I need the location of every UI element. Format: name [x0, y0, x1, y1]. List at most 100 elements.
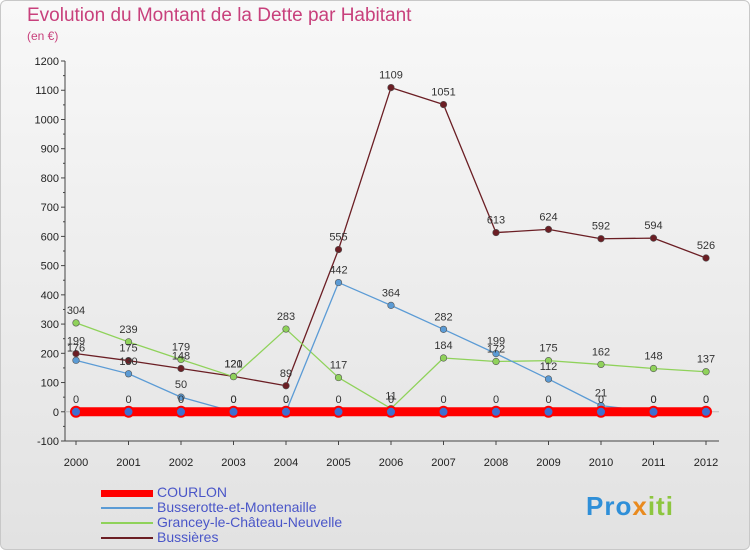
- data-label: 592: [592, 221, 610, 233]
- data-label: 442: [329, 265, 347, 277]
- data-label: 50: [175, 379, 187, 391]
- data-point: [492, 357, 500, 366]
- x-tick-label: 2007: [431, 457, 455, 469]
- legend-label: Grancey-le-Château-Neuvelle: [157, 514, 343, 530]
- data-label: 555: [329, 232, 347, 244]
- data-point: [177, 393, 185, 401]
- data-label: 0: [493, 394, 499, 406]
- data-point: [334, 278, 343, 287]
- legend-label: Bussières: [157, 529, 219, 545]
- x-tick-label: 2005: [326, 457, 350, 469]
- y-tick-label: 800: [41, 173, 59, 185]
- data-label: 199: [67, 336, 85, 348]
- data-point: [544, 225, 553, 233]
- data-point: [492, 228, 500, 237]
- legend-swatch: [101, 537, 153, 539]
- x-tick-label: 2000: [64, 457, 88, 469]
- data-point: [124, 370, 133, 378]
- data-label: 1109: [379, 70, 403, 82]
- y-tick-label: 0: [53, 407, 59, 419]
- data-point: [439, 100, 448, 109]
- x-tick-label: 2009: [536, 457, 560, 469]
- data-point: [647, 405, 660, 418]
- data-label: 0: [598, 394, 604, 406]
- data-label: 282: [434, 311, 452, 323]
- data-point: [700, 405, 712, 418]
- y-tick-label: 1000: [35, 114, 59, 126]
- y-tick-label: 900: [41, 144, 59, 156]
- data-point: [387, 83, 395, 92]
- series-line-3: [75, 86, 707, 387]
- x-tick-label: 2004: [274, 457, 298, 469]
- x-tick-label: 2002: [169, 457, 193, 469]
- data-point: [439, 325, 448, 333]
- data-label: 0: [283, 394, 289, 406]
- data-point: [72, 319, 80, 327]
- data-label: 0: [440, 394, 446, 406]
- data-point: [280, 405, 292, 418]
- data-label: 89: [280, 368, 292, 380]
- chart-title: Evolution du Montant de la Dette par Hab…: [27, 5, 412, 26]
- data-label: 148: [172, 351, 190, 363]
- legend-label: Busserotte-et-Montenaille: [157, 499, 317, 515]
- data-point: [439, 354, 448, 362]
- data-point: [334, 373, 343, 382]
- data-label: 179: [172, 341, 190, 353]
- data-label: 199: [487, 336, 505, 348]
- data-label: 0: [283, 394, 289, 406]
- data-label: 0: [650, 394, 656, 406]
- data-point: [649, 364, 658, 373]
- y-tick-label: 600: [41, 231, 59, 243]
- data-label: 120: [224, 359, 242, 371]
- data-point: [702, 254, 710, 262]
- data-label: 283: [277, 311, 295, 323]
- data-label: 239: [119, 324, 137, 336]
- data-label: 172: [487, 343, 505, 355]
- data-point: [282, 382, 290, 390]
- data-point: [227, 405, 240, 418]
- data-point: [702, 368, 710, 376]
- data-point: [492, 350, 500, 358]
- data-point: [332, 405, 345, 418]
- data-label: 148: [644, 351, 662, 363]
- data-point: [542, 405, 555, 418]
- data-label: 21: [595, 388, 607, 400]
- data-point: [72, 356, 80, 364]
- data-label: 364: [382, 287, 400, 299]
- data-label: 175: [119, 343, 137, 355]
- x-tick-label: 2008: [484, 457, 508, 469]
- data-point: [490, 405, 502, 418]
- data-point: [437, 405, 450, 418]
- y-tick-label: 300: [41, 319, 59, 331]
- data-label: 0: [388, 394, 394, 406]
- data-point: [385, 405, 397, 418]
- legend-swatch: [101, 490, 153, 497]
- data-label: 304: [67, 305, 85, 317]
- x-tick-label: 2001: [116, 457, 140, 469]
- x-tick-label: 2010: [589, 457, 613, 469]
- data-label: 526: [697, 240, 715, 252]
- data-point: [334, 245, 343, 254]
- data-point: [649, 234, 658, 242]
- legend-label: COURLON: [157, 484, 228, 500]
- data-point: [124, 338, 133, 346]
- x-tick-label: 2012: [694, 457, 718, 469]
- data-point: [387, 301, 395, 309]
- proxiti-logo: Proxiti: [586, 491, 674, 521]
- y-tick-label: -100: [37, 436, 59, 448]
- data-label: 0: [703, 394, 709, 406]
- data-point: [124, 357, 133, 365]
- data-label: 162: [592, 346, 610, 358]
- data-label: 0: [230, 394, 236, 406]
- data-point: [595, 405, 607, 418]
- legend-swatch: [101, 507, 153, 509]
- data-point: [175, 405, 187, 418]
- data-label: 112: [540, 361, 558, 373]
- data-label: 176: [67, 342, 85, 354]
- data-label: 0: [178, 394, 184, 406]
- data-label: 594: [644, 220, 662, 232]
- data-point: [597, 360, 605, 369]
- data-point: [177, 364, 185, 373]
- chart-subtitle: (en €): [27, 29, 59, 43]
